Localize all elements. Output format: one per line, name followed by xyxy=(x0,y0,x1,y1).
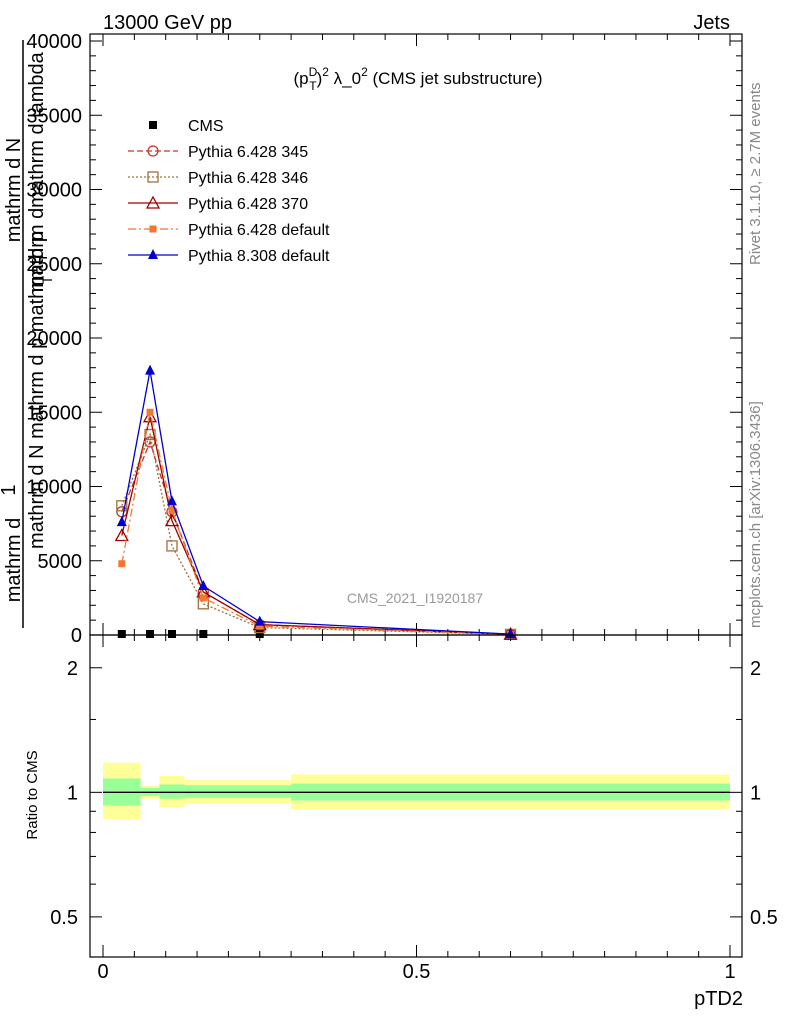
data-point xyxy=(166,506,178,518)
ylabel-denominator: mathrm d N mathrm d p mathrm d p xyxy=(26,231,48,549)
title-tail: (CMS jet substructure) xyxy=(368,69,543,88)
ratio-xlabel: pTD2 xyxy=(694,988,743,1010)
legend-label: Pythia 8.308 default xyxy=(188,248,330,265)
title-sub-t: T xyxy=(309,79,317,93)
data-point xyxy=(167,630,176,638)
ratio-ylabel: Ratio to CMS xyxy=(24,750,41,839)
legend-label: Pythia 6.428 370 xyxy=(188,196,308,213)
data-point xyxy=(146,630,155,638)
title-sup-d: D xyxy=(309,65,318,79)
legend-label: Pythia 6.428 345 xyxy=(188,144,308,161)
ratio-ytick-label-right: 0.5 xyxy=(750,907,778,929)
data-point xyxy=(148,249,158,259)
data-point xyxy=(146,408,154,416)
legend-label: Pythia 6.428 default xyxy=(188,222,330,239)
series-line xyxy=(121,440,511,635)
ratio-ytick-label: 1 xyxy=(67,782,78,804)
main-ytick-label: 15000 xyxy=(26,402,82,424)
title-sup-2b: 2 xyxy=(361,65,368,79)
main-ytick-label: 25000 xyxy=(26,254,82,276)
data-point xyxy=(147,145,159,157)
data-point xyxy=(149,225,157,233)
data-point xyxy=(114,528,129,542)
data-point xyxy=(142,409,158,423)
data-point xyxy=(166,495,177,506)
ylabel-numerator-2: mathrm d xyxy=(26,208,48,292)
ratio-band-green xyxy=(184,785,292,798)
main-ytick-label: 20000 xyxy=(26,328,82,350)
series-line xyxy=(121,412,511,636)
legend-entry: CMS xyxy=(149,118,224,135)
data-point xyxy=(118,560,126,568)
title-sup-2: 2 xyxy=(322,65,329,79)
data-point xyxy=(117,630,126,638)
series-pythia-6-428-345 xyxy=(116,436,517,640)
ratio-band-green xyxy=(159,784,185,799)
ratio-panel: 0.5 0.5 1 1 2 2 0 0.5 1 Ratio to CMS pTD2 xyxy=(24,634,778,1010)
series-pythia-6-428-346 xyxy=(116,428,517,641)
legend: CMS Pythia 6.428 345 Pythia 6.428 346 Pythi… xyxy=(128,118,330,265)
main-ytick-label: 10000 xyxy=(26,477,82,499)
data-point xyxy=(199,630,208,638)
main-ylabel: 1 mathrm d N mathrm d N mathrm d p mathr… xyxy=(0,40,55,628)
main-ytick-label: 40000 xyxy=(26,31,82,53)
data-point xyxy=(145,364,156,375)
series-line xyxy=(121,370,511,635)
ylabel-n: mathrm d N xyxy=(3,138,25,242)
series-pythia-8-308-default xyxy=(116,364,516,639)
header-left: 13000 GeV pp xyxy=(103,12,232,34)
data-point xyxy=(256,622,264,630)
data-point xyxy=(255,630,264,638)
main-ytick-label: 35000 xyxy=(26,105,82,127)
mcplots-label: mcplots.cern.ch [arXiv:1306.3436] xyxy=(747,401,764,628)
data-point xyxy=(505,628,516,639)
data-point xyxy=(116,500,128,512)
title-p: (p xyxy=(293,69,308,88)
ratio-xtick-label: 0.5 xyxy=(403,961,431,983)
main-ytick-label: 5000 xyxy=(38,551,83,573)
title-paren: ) xyxy=(317,69,323,88)
title-rest: λ_0 xyxy=(329,69,361,88)
data-point xyxy=(164,513,180,527)
ylabel-one: 1 xyxy=(0,484,20,495)
ylabel-lambda: mathrm d lambda xyxy=(26,51,48,207)
ratio-ytick-label: 2 xyxy=(67,658,78,680)
data-point xyxy=(198,579,209,590)
data-point xyxy=(254,615,265,626)
header-right: Jets xyxy=(693,12,730,34)
legend-entry: Pythia 6.428 345 xyxy=(128,144,308,161)
data-point xyxy=(145,195,161,209)
ratio-xtick-label: 0 xyxy=(97,961,108,983)
watermark: CMS_2021_I1920187 xyxy=(347,590,483,606)
plot-title: (pD T)2 λ_02 (CMS jet substructure) xyxy=(293,65,542,93)
main-ytick-label: 30000 xyxy=(26,180,82,202)
legend-entry: Pythia 6.428 default xyxy=(128,222,330,239)
data-point xyxy=(149,121,157,129)
ylabel-t-sub: T xyxy=(39,275,55,284)
data-point xyxy=(147,171,159,183)
ratio-ytick-label-right: 1 xyxy=(750,782,761,804)
legend-entry: Pythia 6.428 346 xyxy=(128,170,308,187)
rivet-label: Rivet 3.1.10, ≥ 2.7M events xyxy=(747,83,764,266)
main-panel: 0 5000 10000 15000 20000 25000 30000 35000 40000… xyxy=(26,31,743,647)
ylabel-numerator-1: mathrm d xyxy=(3,518,25,602)
legend-label: CMS xyxy=(188,118,224,135)
legend-entry: Pythia 6.428 370 xyxy=(128,195,308,213)
data-point xyxy=(166,540,178,552)
legend-label: Pythia 6.428 346 xyxy=(188,170,308,187)
legend-entry: Pythia 8.308 default xyxy=(128,248,330,265)
main-ytick-label: 0 xyxy=(71,625,82,647)
ratio-xtick-label: 1 xyxy=(724,961,735,983)
data-point xyxy=(199,594,207,602)
data-point xyxy=(116,516,127,527)
ratio-ytick-label: 0.5 xyxy=(50,907,78,929)
data-point xyxy=(168,506,176,514)
ratio-ytick-label-right: 2 xyxy=(750,658,761,680)
